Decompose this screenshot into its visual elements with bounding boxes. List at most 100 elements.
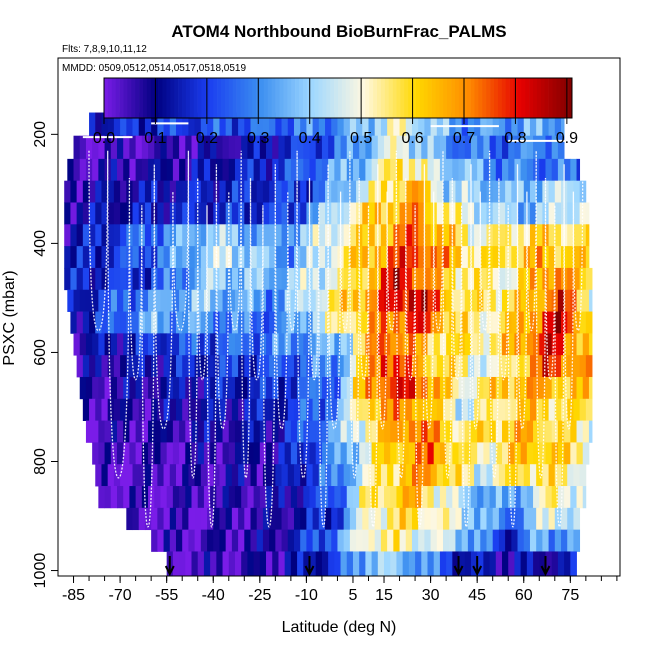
heatmap-cell (275, 507, 282, 531)
heatmap-cell (113, 246, 121, 269)
y-tick-label: 600 (32, 339, 49, 366)
heatmap-cell (331, 398, 338, 421)
heatmap-cell (331, 202, 338, 225)
heatmap-cell (579, 355, 587, 378)
heatmap-cell (430, 398, 438, 421)
heatmap-cell (343, 224, 351, 247)
heatmap-cell (393, 398, 400, 421)
heatmap-cell (250, 529, 258, 552)
heatmap-cell (424, 355, 431, 378)
heatmap-cell (163, 507, 171, 531)
heatmap-cell (138, 464, 146, 487)
colorbar-segment (482, 78, 487, 118)
heatmap-cell (244, 311, 251, 334)
heatmap-cell (172, 420, 180, 443)
heatmap-cell (377, 135, 385, 160)
arrow-head (164, 565, 175, 577)
heatmap-cell (576, 420, 584, 443)
heatmap-cell (154, 333, 161, 356)
heatmap-cell (197, 289, 205, 312)
colorbar-segment (501, 78, 506, 118)
heatmap-cell (259, 158, 267, 182)
heatmap-cell (321, 420, 329, 443)
x-tick-label: -10 (295, 587, 318, 604)
heatmap-cell (474, 180, 481, 203)
heatmap-cell (365, 158, 372, 182)
heatmap-cell (368, 529, 376, 552)
heatmap-cell (526, 158, 534, 182)
colorbar-segment (302, 78, 308, 118)
heatmap-cell (461, 464, 469, 487)
heatmap-cell (585, 398, 593, 421)
heatmap-cell (449, 202, 456, 225)
heatmap-cell (443, 246, 450, 269)
heatmap-cell (548, 224, 556, 247)
heatmap-cell (554, 267, 562, 291)
heatmap-cell (430, 112, 438, 137)
heatmap-cell (207, 112, 214, 137)
heatmap-cell (228, 420, 236, 443)
heatmap-cell (169, 267, 177, 291)
heatmap-cell (300, 507, 307, 531)
colorbar-segment (209, 78, 214, 118)
heatmap-cell (188, 507, 196, 531)
heatmap-cell (439, 551, 447, 577)
heatmap-cell (290, 135, 298, 160)
heatmap-cell (175, 529, 183, 552)
heatmap-cell (554, 507, 562, 531)
heatmap-cell (79, 158, 87, 182)
heatmap-cell (573, 355, 581, 378)
heatmap-cell (210, 333, 217, 356)
heatmap-cell (384, 158, 391, 182)
heatmap-cell (455, 267, 463, 291)
heatmap-cell (281, 464, 289, 487)
heatmap-cell (498, 224, 506, 247)
heatmap-cell (492, 355, 500, 378)
heatmap-cell (113, 202, 121, 225)
heatmap-cell (356, 464, 363, 487)
heatmap-cell (231, 311, 239, 334)
heatmap-cell (498, 246, 506, 269)
heatmap-cell (144, 398, 152, 421)
heatmap-cell (312, 398, 320, 421)
heatmap-cell (191, 376, 199, 400)
heatmap-cell (539, 420, 546, 443)
heatmap-cell (82, 224, 90, 247)
heatmap-cell (362, 202, 369, 225)
heatmap-cell (461, 311, 469, 334)
heatmap-cell (346, 135, 354, 160)
heatmap-cell (449, 112, 456, 137)
heatmap-cell (172, 158, 180, 182)
heatmap-cell (502, 158, 509, 182)
heatmap-cell (533, 486, 540, 509)
heatmap-cell (98, 289, 105, 312)
heatmap-cell (219, 398, 227, 421)
heatmap-cell (567, 355, 574, 378)
heatmap-cell (576, 289, 584, 312)
heatmap-cell (483, 289, 490, 312)
heatmap-cell (365, 376, 372, 400)
heatmap-cell (399, 112, 407, 137)
heatmap-cell (281, 224, 289, 247)
colorbar-segment (146, 78, 152, 118)
heatmap-cell (281, 112, 289, 137)
heatmap-cell (163, 224, 171, 247)
heatmap-cell (368, 464, 376, 487)
heatmap-cell (349, 246, 357, 269)
heatmap-cell (502, 376, 509, 400)
heatmap-cell (290, 376, 298, 400)
heatmap-cell (256, 224, 264, 247)
heatmap-cell (377, 486, 385, 509)
heatmap-cell (402, 333, 410, 356)
heatmap-cell (402, 442, 410, 465)
heatmap-cell (203, 551, 211, 577)
heatmap-cell (200, 246, 208, 269)
heatmap-cell (458, 376, 466, 400)
heatmap-cell (464, 158, 472, 182)
colorbar-segment (443, 78, 448, 118)
heatmap-cell (107, 224, 115, 247)
heatmap-cell (396, 376, 404, 400)
heatmap-cell (517, 355, 525, 378)
heatmap-cell (287, 112, 295, 137)
colorbar-segment (178, 78, 183, 118)
